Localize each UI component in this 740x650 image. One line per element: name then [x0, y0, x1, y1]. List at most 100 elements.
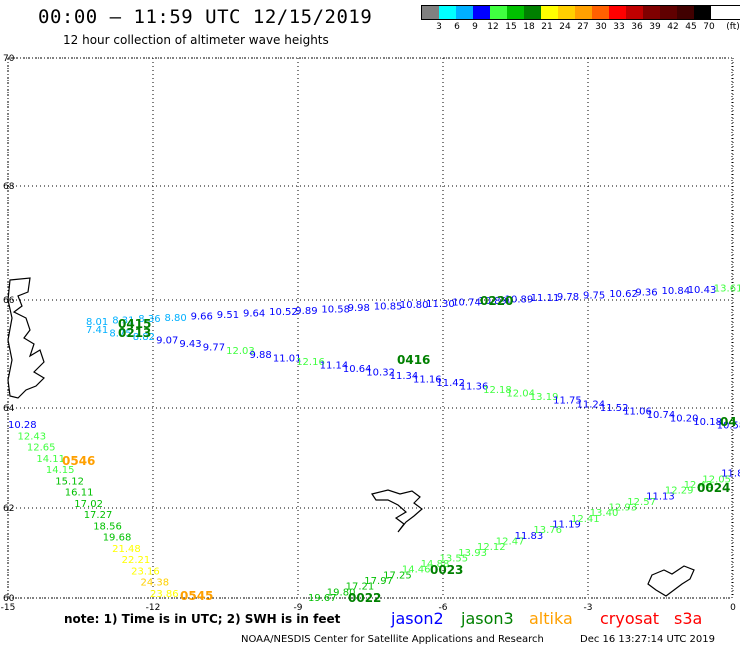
latitude-label: 68	[3, 182, 15, 192]
wave-height-value: 8.75	[109, 329, 131, 340]
pass-time-label: 0545	[180, 589, 213, 603]
wave-height-value: 11.24	[577, 399, 606, 410]
wave-height-value: 10.64	[343, 364, 372, 375]
pass-time-label: 0416	[397, 353, 430, 367]
color-swatch	[507, 6, 524, 19]
wave-height-value: 10.43	[688, 285, 717, 296]
color-scale-tick: 9	[472, 22, 478, 32]
color-swatch	[541, 6, 558, 19]
pass-time-label: 0023	[430, 563, 463, 577]
color-scale-tick: 42	[667, 22, 679, 32]
pass-time-label: 0415	[118, 317, 151, 331]
wave-height-value: 12.12	[477, 542, 506, 553]
satellite-jason3: jason3	[461, 609, 514, 628]
wave-height-value: 12.42	[684, 480, 713, 491]
shetland-islands	[647, 565, 695, 597]
color-swatch	[456, 6, 473, 19]
color-scale-tick: 33	[613, 22, 625, 32]
wave-height-value: 11.83	[515, 531, 544, 542]
color-swatch	[626, 6, 643, 19]
wave-height-value: 10.85	[374, 302, 403, 313]
color-swatch	[677, 6, 694, 19]
wave-height-value: 10.20	[670, 413, 699, 424]
color-scale-tick: 3	[436, 22, 442, 32]
wave-height-value: 12.93	[609, 503, 638, 514]
color-swatch	[643, 6, 660, 19]
longitude-label: -9	[294, 603, 303, 613]
wave-height-value: 10.18	[693, 417, 722, 428]
map-note: note: 1) Time is in UTC; 2) SWH is in fe…	[64, 612, 341, 626]
wave-height-value: 24.38	[141, 578, 170, 589]
pass-time-label: 0022	[348, 591, 381, 605]
color-scale-unit: (ft)	[726, 22, 740, 32]
wave-height-value: 18.56	[93, 521, 122, 532]
wave-height-value: 17.97	[364, 576, 393, 587]
color-swatch	[575, 6, 592, 19]
color-scale-tick: 12	[487, 22, 499, 32]
color-swatch	[524, 6, 541, 19]
wave-height-value: 11.13	[646, 491, 675, 502]
pass-time-label: 0546	[62, 454, 95, 468]
wave-height-value: 12.43	[18, 431, 47, 442]
color-scale-tick: 70	[703, 22, 715, 32]
wave-height-value: 13.55	[440, 553, 469, 564]
color-scale-swatches	[421, 5, 740, 20]
wave-height-value: 11.14	[320, 360, 349, 371]
wave-height-value: 17.02	[74, 499, 103, 510]
wave-height-value: 12.65	[27, 443, 56, 454]
wave-height-value: 10.58	[717, 421, 740, 432]
satellite-s3a: s3a	[674, 609, 703, 628]
credit-line: NOAA/NESDIS Center for Satellite Applica…	[241, 634, 544, 645]
wave-height-value: 9.43	[179, 339, 201, 350]
color-scale-tick: 24	[559, 22, 571, 32]
wave-height-value: 10.62	[609, 289, 638, 300]
color-swatch	[558, 6, 575, 19]
wave-height-value: 23.86	[150, 589, 179, 600]
axis-labels: -15 -12 -9 -6 -3 0 70 68 66 64 62 60	[1, 54, 736, 613]
latitude-label: 62	[3, 504, 14, 514]
wave-height-value: 10.32	[366, 367, 395, 378]
pass-time-label: 0213	[118, 326, 151, 340]
longitude-label: -6	[439, 603, 448, 613]
color-scale-tick: 45	[685, 22, 697, 32]
wave-height-value: 12.41	[571, 514, 600, 525]
wave-height-value: 9.77	[203, 343, 225, 354]
wave-height-value: 10.28	[8, 420, 37, 431]
wave-height-value: 13.76	[533, 525, 562, 536]
wave-height-value: 9.78	[557, 292, 579, 303]
latitude-label: 64	[3, 404, 15, 414]
wave-height-value: 13.93	[458, 548, 487, 559]
wave-height-value: 12.04	[506, 389, 535, 400]
land-outlines	[7, 277, 695, 597]
wave-height-value: 11.16	[413, 375, 442, 386]
wave-height-value: 13.61	[714, 283, 740, 294]
wave-height-value: 11.34	[390, 371, 419, 382]
wave-height-value: 23.16	[131, 567, 160, 578]
wave-height-value: 11.06	[623, 406, 652, 417]
wave-height-value: 9.75	[583, 290, 605, 301]
wave-height-value: 9.66	[191, 311, 213, 322]
color-scale-tick: 27	[577, 22, 589, 32]
wave-height-value: 13.40	[590, 508, 619, 519]
latitude-label: 60	[3, 594, 15, 604]
wave-height-value: 8.82	[133, 332, 155, 343]
wave-height-value: 17.27	[84, 510, 113, 521]
wave-height-value: 16.11	[65, 488, 94, 499]
color-scale-tick: 30	[595, 22, 607, 32]
wave-height-value: 17.21	[346, 582, 375, 593]
color-scale-tick: 36	[631, 22, 643, 32]
wave-height-value: 17.25	[383, 570, 412, 581]
color-swatch	[592, 6, 609, 19]
wave-height-value: 9.07	[156, 336, 178, 347]
color-swatch	[439, 6, 456, 19]
color-swatch	[660, 6, 677, 19]
color-scale-tick: 18	[523, 22, 535, 32]
iceland-coast	[7, 277, 45, 399]
longitude-label: -3	[584, 603, 593, 613]
wave-height-value: 9.88	[250, 350, 272, 361]
latitude-label: 66	[3, 296, 15, 306]
wave-height-value: 11.52	[600, 403, 629, 414]
latitude-label: 70	[3, 54, 15, 64]
wave-height-value: 11.84	[721, 469, 740, 480]
